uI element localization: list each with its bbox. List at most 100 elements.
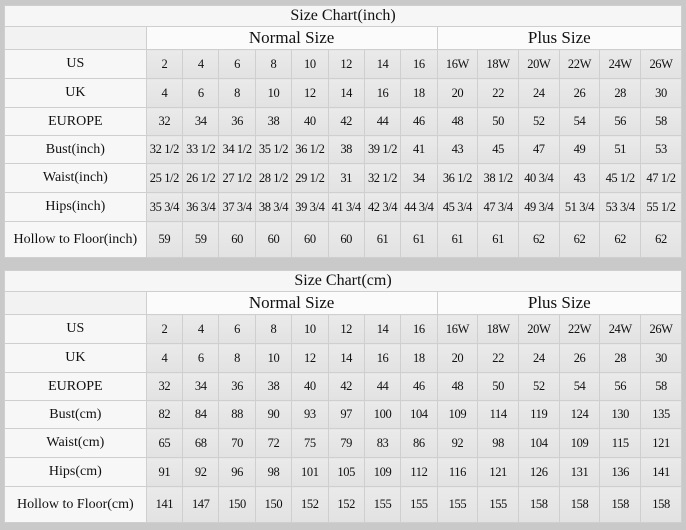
table-cell: 150 (254, 486, 293, 523)
table-cell: 10 (254, 78, 293, 108)
table-row: Waist(inch) 25 1/2 26 1/2 27 1/2 28 1/2 29 1/… (4, 163, 682, 193)
table-cell: 42 (327, 372, 365, 401)
table-row: EUROPE 32 34 36 38 40 42 44 46 48 50 52 54 56 58 (4, 372, 682, 401)
table-cell: 32 1/2 (363, 163, 402, 193)
row-label: Bust(inch) (4, 135, 147, 164)
table-cell: 26 (558, 78, 601, 108)
table-cell: 51 3/4 (558, 192, 601, 222)
table-cell: 16 (363, 78, 402, 108)
table-cell: 8 (254, 314, 293, 344)
table-cell: 6 (182, 78, 220, 108)
corner-cell (4, 26, 147, 50)
table-cell: 36 3/4 (182, 192, 220, 222)
table-cell: 45 (477, 135, 519, 164)
table-cell: 34 1/2 (218, 135, 256, 164)
table-cell: 35 3/4 (145, 192, 184, 222)
table-cell: 60 (291, 221, 329, 258)
table-cell: 45 1/2 (599, 163, 642, 193)
table-cell: 4 (182, 314, 220, 344)
table-cell: 152 (327, 486, 365, 523)
corner-cell (4, 291, 147, 315)
table-cell: 30 (640, 78, 682, 108)
table-cell: 2 (145, 314, 184, 344)
table-cell: 53 3/4 (599, 192, 642, 222)
group-plus-size: Plus Size (436, 291, 683, 315)
table-cell: 26 1/2 (182, 163, 220, 193)
table-cell: 10 (291, 49, 329, 79)
table-row: UK 4 6 8 10 12 14 16 18 20 22 24 26 28 30 (4, 343, 682, 373)
table-cell: 16 (363, 343, 402, 373)
table-cell: 52 (517, 107, 560, 136)
table-cell: 4 (145, 343, 184, 373)
table-cell: 54 (558, 107, 601, 136)
table-cell: 12 (327, 49, 365, 79)
table-cell: 121 (640, 428, 682, 458)
row-label: Waist(inch) (4, 163, 147, 193)
group-normal-size: Normal Size (145, 291, 438, 315)
table-cell: 30 (640, 343, 682, 373)
row-label: US (4, 49, 147, 79)
table-cell: 14 (327, 343, 365, 373)
table-cell: 136 (599, 457, 642, 487)
size-chart-cm: Size Chart(cm) Normal Size Plus Size US 2 4 6 8… (4, 270, 683, 523)
table-cell: 4 (182, 49, 220, 79)
table-cell: 38 1/2 (477, 163, 519, 193)
table-cell: 10 (291, 314, 329, 344)
table-cell: 50 (477, 107, 519, 136)
table-cell: 104 (400, 400, 438, 429)
table-cell: 36 (218, 372, 256, 401)
row-label: UK (4, 78, 147, 108)
table-cell: 158 (517, 486, 560, 523)
table-cell: 75 (291, 428, 329, 458)
table-cell: 56 (599, 372, 642, 401)
table-cell: 101 (291, 457, 329, 487)
table-cell: 32 (145, 372, 184, 401)
table-cell: 61 (436, 221, 479, 258)
table-cell: 25 1/2 (145, 163, 184, 193)
table-cell: 34 (400, 163, 438, 193)
table-cell: 31 (327, 163, 365, 193)
table-cell: 84 (182, 400, 220, 429)
table-cell: 100 (363, 400, 402, 429)
row-label: Hollow to Floor(inch) (4, 221, 147, 258)
table-cell: 40 (291, 372, 329, 401)
table-cell: 6 (218, 49, 256, 79)
table-cell: 141 (640, 457, 682, 487)
table-cell: 109 (436, 400, 479, 429)
table-cell: 33 1/2 (182, 135, 220, 164)
table-cell: 158 (558, 486, 601, 523)
table-cell: 14 (363, 49, 402, 79)
table-cell: 62 (640, 221, 682, 258)
table-cell: 28 1/2 (254, 163, 293, 193)
table-cell: 20W (517, 49, 560, 79)
table-cell: 58 (640, 372, 682, 401)
table-cell: 53 (640, 135, 682, 164)
row-label: Bust(cm) (4, 400, 147, 429)
table-cell: 24 (517, 78, 560, 108)
table-cell: 18 (400, 343, 438, 373)
table-cell: 38 3/4 (254, 192, 293, 222)
table-cell: 18W (477, 49, 519, 79)
table-cell: 92 (182, 457, 220, 487)
table-cell: 109 (363, 457, 402, 487)
table-cell: 12 (291, 78, 329, 108)
table-cell: 155 (436, 486, 479, 523)
table-cell: 18 (400, 78, 438, 108)
table-cell: 8 (218, 343, 256, 373)
table-cell: 93 (291, 400, 329, 429)
table-cell: 97 (327, 400, 365, 429)
table-cell: 8 (218, 78, 256, 108)
table-cell: 98 (477, 428, 519, 458)
row-label: US (4, 314, 147, 344)
table-cell: 42 (327, 107, 365, 136)
table-cell: 52 (517, 372, 560, 401)
chart-title: Size Chart(inch) (4, 5, 682, 27)
table-cell: 47 (517, 135, 560, 164)
table-cell: 124 (558, 400, 601, 429)
table-cell: 28 (599, 78, 642, 108)
table-cell: 39 1/2 (363, 135, 402, 164)
table-cell: 35 1/2 (254, 135, 293, 164)
table-cell: 96 (218, 457, 256, 487)
table-cell: 38 (254, 372, 293, 401)
table-cell: 6 (182, 343, 220, 373)
